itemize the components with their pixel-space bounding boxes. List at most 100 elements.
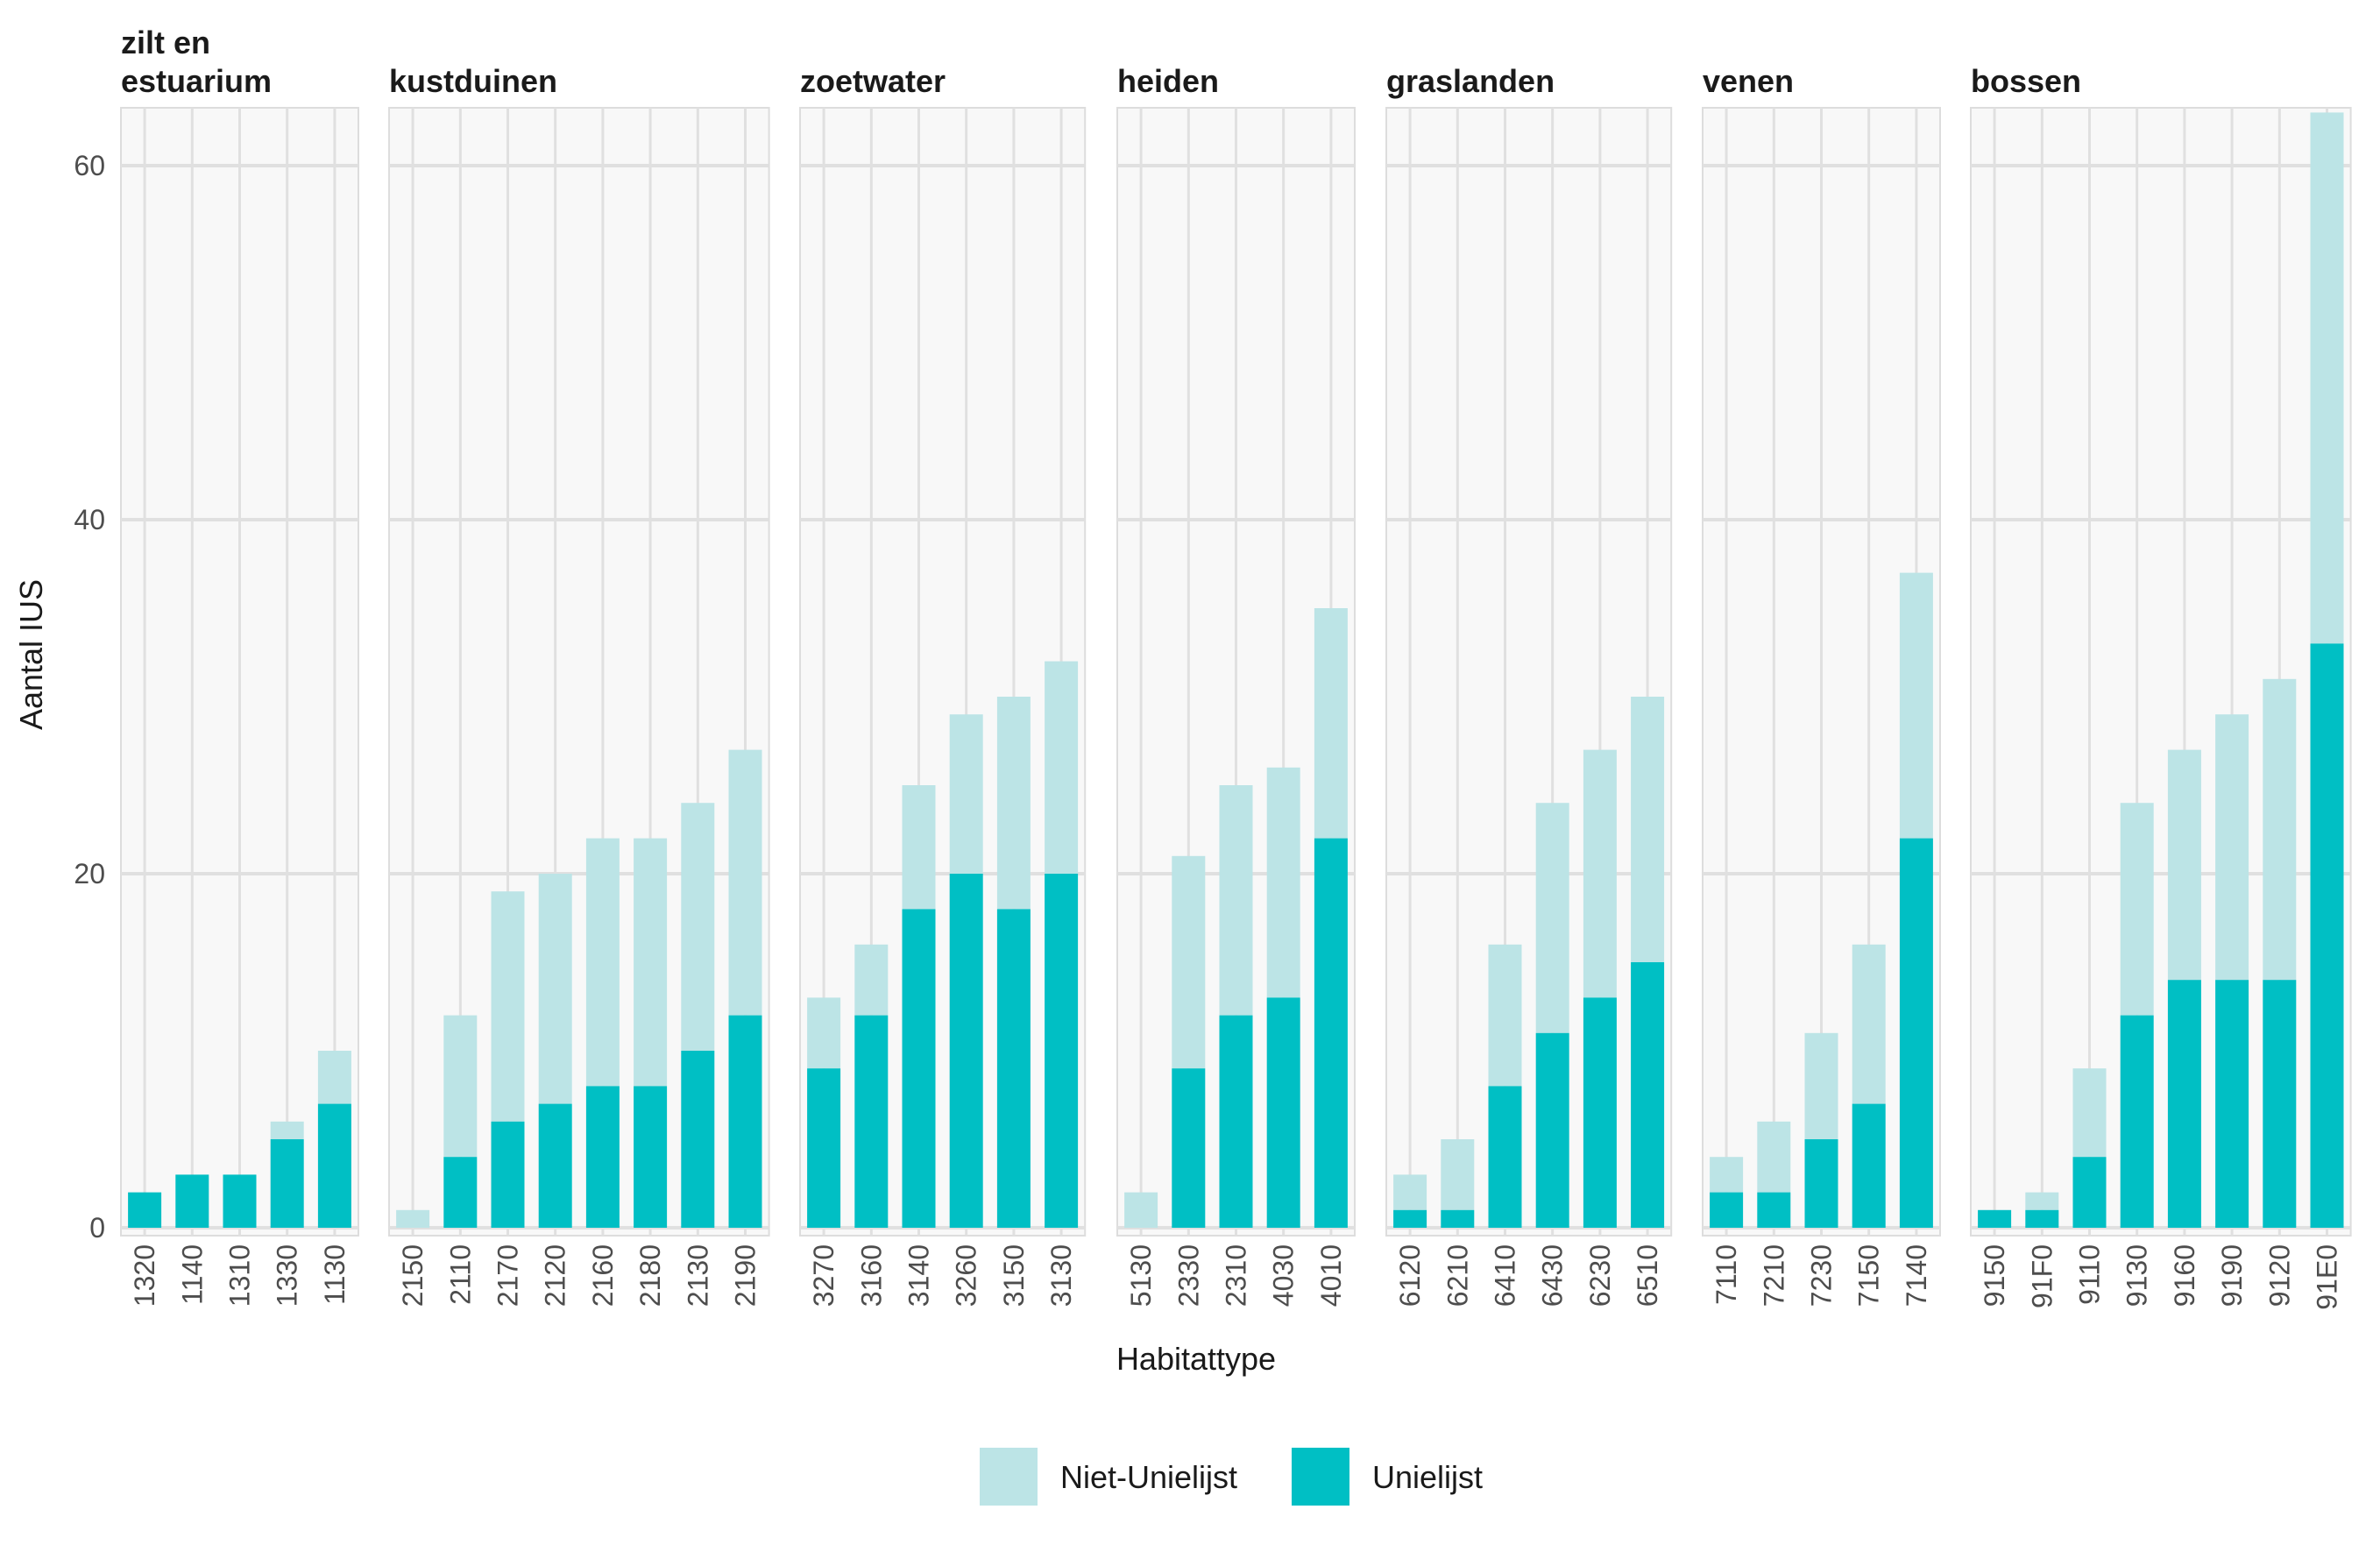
facet-title: zilt en estuarium [121, 25, 272, 99]
y-axis: 0 20 40 60 [74, 150, 105, 1244]
facet-title: kustduinen [389, 63, 557, 99]
bar-niet-unielijst [443, 1015, 478, 1158]
x-tick-label: 1140 [176, 1244, 208, 1305]
y-tick-label: 20 [74, 858, 105, 889]
bar-niet-unielijst [1219, 785, 1253, 1016]
bar-niet-unielijst [396, 1209, 430, 1228]
x-tick-label: 2130 [682, 1244, 713, 1307]
bar-niet-unielijst [1710, 1157, 1744, 1193]
bar-unielijst [634, 1086, 668, 1228]
bar-unielijst [854, 1015, 889, 1228]
x-tick-label: 3270 [808, 1244, 839, 1307]
x-tick-label: 1130 [319, 1244, 351, 1305]
facet-panels: 1320 1140 1310 1330 1130 zilt en estuarium 2150… [120, 25, 2352, 1310]
bar-niet-unielijst [1535, 803, 1569, 1033]
x-tick-label: 91E0 [2312, 1244, 2343, 1310]
bar-unielijst [1266, 997, 1300, 1228]
bar-unielijst [2072, 1157, 2107, 1228]
bar-unielijst [443, 1157, 478, 1228]
y-tick-label: 0 [89, 1212, 105, 1244]
bar-unielijst [902, 909, 936, 1228]
x-tick-label: 6120 [1394, 1244, 1426, 1307]
x-tick-label: 9160 [2169, 1244, 2200, 1307]
legend-swatch [1292, 1448, 1349, 1506]
bar-niet-unielijst [1045, 661, 1079, 874]
facet-title: zoetwater [800, 63, 946, 99]
bar-niet-unielijst [1314, 608, 1348, 839]
bar-unielijst [2215, 980, 2249, 1228]
bar-unielijst [1978, 1209, 2012, 1228]
legend-swatch [980, 1448, 1038, 1506]
x-tick-label: 6510 [1632, 1244, 1663, 1307]
bar-niet-unielijst [2072, 1068, 2107, 1158]
legend-label: Unielijst [1372, 1459, 1483, 1495]
x-tick-label: 3130 [1045, 1244, 1077, 1307]
bar-unielijst [175, 1174, 209, 1228]
y-axis-title: Aantal IUS [13, 579, 49, 730]
bar-niet-unielijst [2025, 1192, 2059, 1210]
facet-panel: 7110 7210 7230 7150 7140 venen [1702, 63, 1941, 1307]
bar-unielijst [1583, 997, 1617, 1228]
bar-unielijst [270, 1139, 304, 1228]
x-tick-label: 2180 [634, 1244, 666, 1307]
bar-unielijst [1172, 1068, 1206, 1228]
facet-panel: 5130 2330 2310 4030 4010 heiden [1116, 63, 1356, 1307]
bar-niet-unielijst [1172, 855, 1206, 1069]
bar-niet-unielijst [270, 1121, 304, 1139]
bar-niet-unielijst [2167, 749, 2201, 981]
bar-niet-unielijst [1488, 944, 1522, 1087]
bar-niet-unielijst [807, 997, 841, 1069]
bar-unielijst [996, 909, 1031, 1228]
bar-niet-unielijst [949, 714, 983, 874]
bar-niet-unielijst [538, 874, 572, 1104]
x-tick-label: 5130 [1125, 1244, 1157, 1307]
x-tick-label: 91F0 [2026, 1244, 2058, 1308]
x-tick-label: 3140 [903, 1244, 935, 1307]
bar-unielijst [1045, 874, 1079, 1228]
x-tick-label: 2150 [397, 1244, 429, 1307]
bar-unielijst [1441, 1209, 1475, 1228]
bar-unielijst [1393, 1209, 1427, 1228]
bar-niet-unielijst [902, 785, 936, 910]
bar-niet-unielijst [2310, 112, 2344, 644]
bar-unielijst [728, 1015, 762, 1228]
x-tick-label: 6410 [1490, 1244, 1521, 1307]
bar-unielijst [2120, 1015, 2154, 1228]
x-tick-label: 9120 [2263, 1244, 2295, 1307]
x-tick-label: 4030 [1268, 1244, 1300, 1307]
bar-unielijst [1757, 1192, 1791, 1228]
x-tick-label: 7150 [1853, 1244, 1885, 1307]
facet-panel: 2150 2110 2170 2120 2160 2180 2130 2190 kustduin… [388, 63, 770, 1307]
bar-unielijst [2310, 643, 2344, 1228]
bar-unielijst [585, 1086, 620, 1228]
bar-niet-unielijst [2120, 803, 2154, 1016]
bar-unielijst [1314, 838, 1348, 1228]
facet-title: venen [1703, 63, 1794, 99]
bar-niet-unielijst [1899, 572, 1933, 839]
bar-niet-unielijst [728, 749, 762, 1016]
bar-niet-unielijst [585, 838, 620, 1087]
bar-niet-unielijst [2215, 714, 2249, 981]
bar-niet-unielijst [1441, 1139, 1475, 1210]
bar-niet-unielijst [854, 944, 889, 1016]
x-tick-label: 2160 [587, 1244, 619, 1307]
x-tick-label: 3150 [998, 1244, 1030, 1307]
bar-niet-unielijst [996, 697, 1031, 910]
bar-unielijst [1488, 1086, 1522, 1228]
x-tick-label: 3260 [951, 1244, 982, 1307]
bar-unielijst [1219, 1015, 1253, 1228]
facet-panel: 6120 6210 6410 6430 6230 6510 graslanden [1385, 63, 1673, 1307]
x-tick-label: 2190 [730, 1244, 761, 1307]
bar-niet-unielijst [491, 891, 525, 1122]
bar-unielijst [1535, 1032, 1569, 1228]
x-tick-label: 1320 [129, 1244, 160, 1307]
legend-label: Niet-Unielijst [1060, 1459, 1237, 1495]
x-tick-label: 6210 [1441, 1244, 1473, 1307]
x-tick-label: 7110 [1711, 1244, 1742, 1305]
x-tick-label: 7230 [1806, 1244, 1838, 1307]
bar-unielijst [949, 874, 983, 1228]
bar-unielijst [681, 1051, 715, 1228]
bar-niet-unielijst [1852, 944, 1886, 1104]
x-tick-label: 2170 [492, 1244, 524, 1307]
